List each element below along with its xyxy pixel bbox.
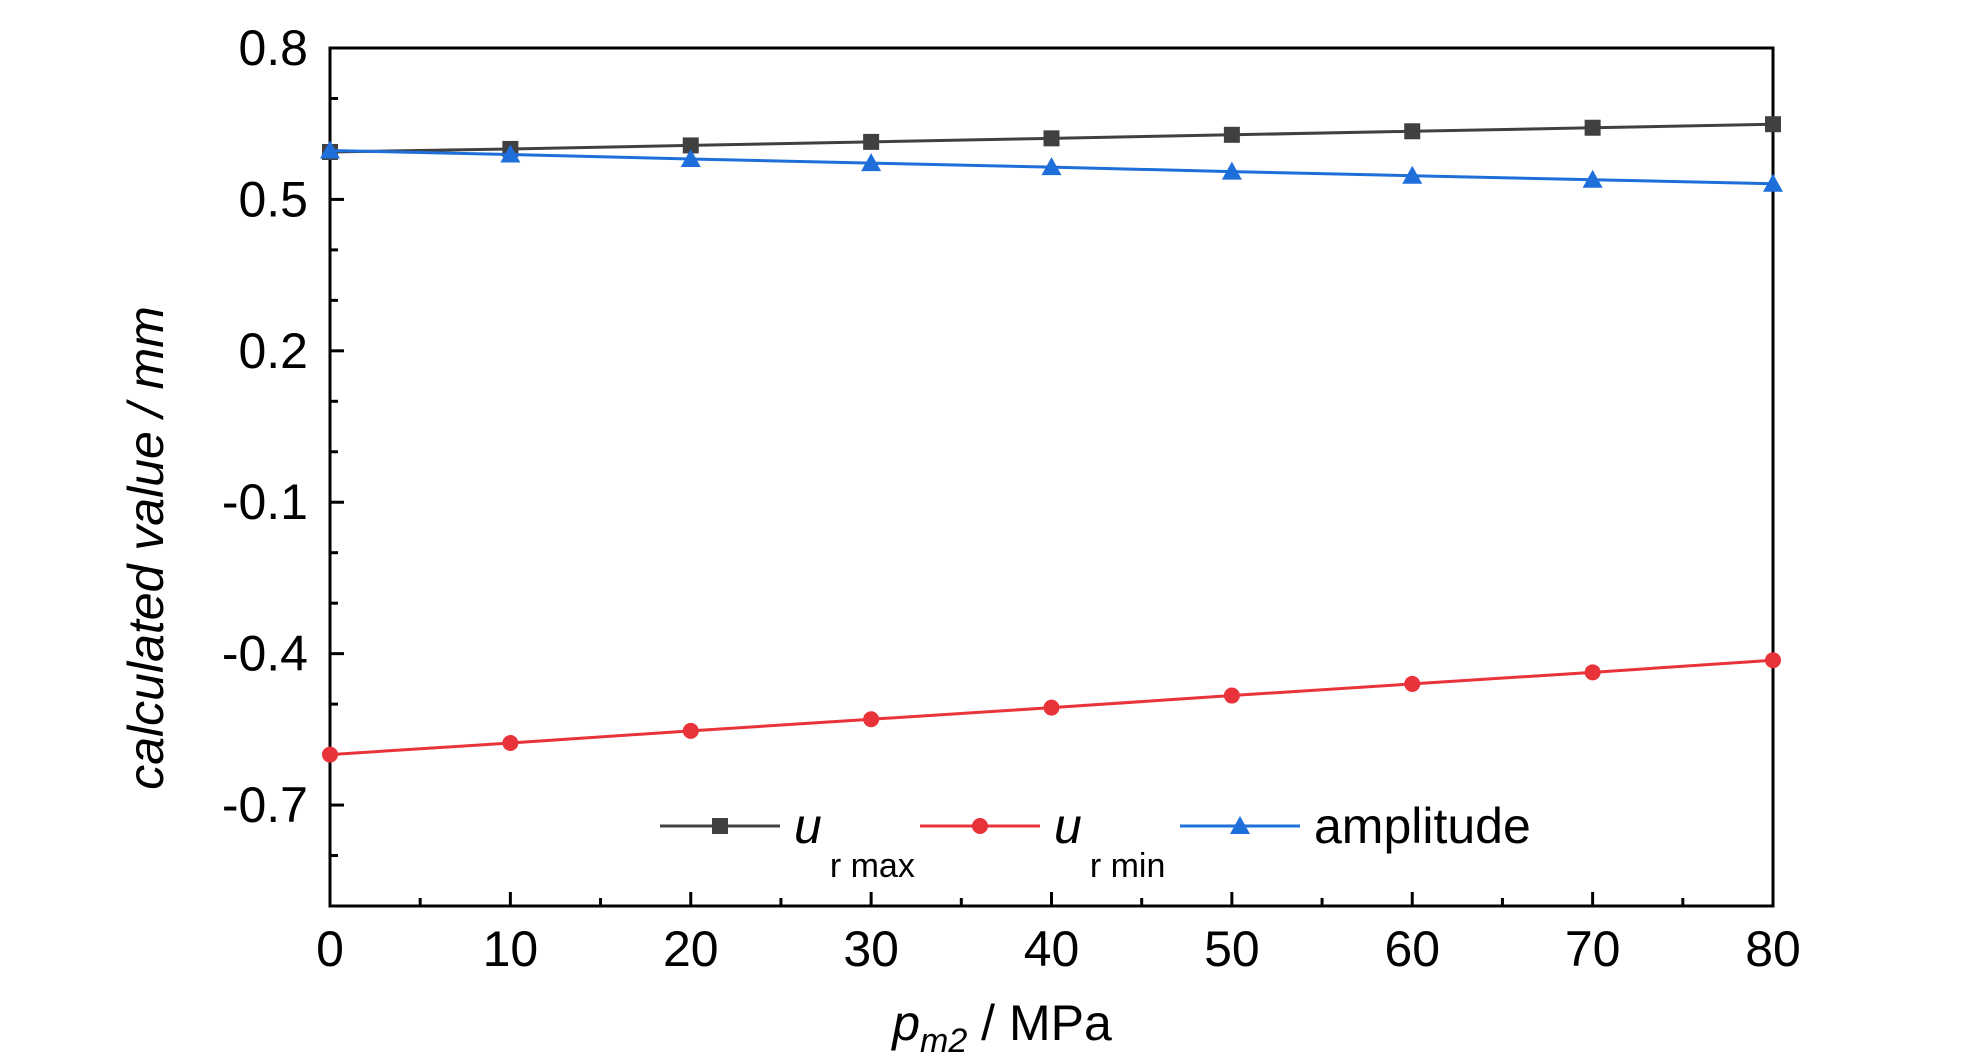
plot-border xyxy=(328,46,1775,908)
y-tick-label: 0.2 xyxy=(238,323,308,379)
x-axis-title: pm2 / MPa xyxy=(890,995,1112,1060)
legend-label-sub: r min xyxy=(1090,847,1166,885)
data-point xyxy=(861,153,882,172)
y-tick-label: -0.7 xyxy=(222,777,308,833)
data-point xyxy=(863,133,880,150)
data-point xyxy=(1404,123,1421,140)
data-point xyxy=(1584,119,1601,136)
y-tick-label: 0.5 xyxy=(238,171,308,227)
data-point xyxy=(320,140,340,159)
data-point xyxy=(680,149,701,168)
y-tick-label: 0.8 xyxy=(238,20,308,76)
legend-item: amplitude xyxy=(1180,798,1531,854)
data-point xyxy=(1223,126,1240,143)
legend-label-main: amplitude xyxy=(1314,798,1531,854)
x-tick-label: 30 xyxy=(843,921,899,977)
x-axis-title-suffix: / MPa xyxy=(967,995,1112,1051)
x-axis-ticks: 0 10 20 30 40 50 60 70 80 xyxy=(316,892,1801,977)
series-u-r-min xyxy=(322,652,1781,763)
x-tick-label: 40 xyxy=(1024,921,1080,977)
x-tick-label: 0 xyxy=(316,921,344,977)
data-point xyxy=(1765,652,1781,669)
data-point xyxy=(1404,675,1421,692)
data-point xyxy=(1043,130,1060,147)
data-point xyxy=(1763,173,1783,192)
data-point xyxy=(1223,687,1240,704)
data-point xyxy=(1765,116,1781,133)
data-point xyxy=(1402,165,1423,184)
legend-item: ur min xyxy=(920,798,1165,885)
data-point xyxy=(1221,161,1242,180)
x-tick-label: 10 xyxy=(483,921,539,977)
y-tick-label: -0.1 xyxy=(222,474,308,530)
x-axis-title-sub: m2 xyxy=(920,1022,967,1060)
data-point xyxy=(1582,169,1603,188)
series-u-r-max xyxy=(322,116,1781,160)
legend-label-main: u xyxy=(794,798,822,854)
data-point xyxy=(863,711,880,728)
series-layer xyxy=(320,116,1783,763)
x-tick-label: 70 xyxy=(1565,921,1621,977)
data-point xyxy=(682,722,699,739)
legend-marker xyxy=(1230,816,1250,834)
data-point xyxy=(500,144,521,163)
x-tick-label: 50 xyxy=(1204,921,1260,977)
legend-marker xyxy=(972,818,988,834)
data-point xyxy=(1584,664,1601,681)
data-point xyxy=(1041,157,1062,176)
x-axis-title-main: p xyxy=(890,995,920,1051)
data-point xyxy=(322,746,338,763)
legend-label: amplitude xyxy=(1314,798,1531,854)
legend-label-sub: r max xyxy=(830,847,915,885)
y-axis-title: calculated value / mm xyxy=(118,306,174,790)
legend-marker xyxy=(712,818,728,834)
series-amplitude xyxy=(320,140,1783,192)
plot-frame xyxy=(328,46,1775,908)
legend-item: ur max xyxy=(660,798,915,885)
data-point xyxy=(682,137,699,154)
x-tick-label: 80 xyxy=(1745,921,1801,977)
y-tick-label: -0.4 xyxy=(222,626,308,682)
x-tick-label: 60 xyxy=(1384,921,1440,977)
y-axis-ticks: 0.8 0.5 0.2 -0.1 -0.4 -0.7 xyxy=(222,20,344,908)
legend-label-main: u xyxy=(1054,798,1082,854)
legend-label: ur max xyxy=(794,798,915,885)
x-tick-label: 20 xyxy=(663,921,719,977)
data-point xyxy=(502,734,519,751)
legend-label: ur min xyxy=(1054,798,1165,885)
data-point xyxy=(1043,699,1060,716)
